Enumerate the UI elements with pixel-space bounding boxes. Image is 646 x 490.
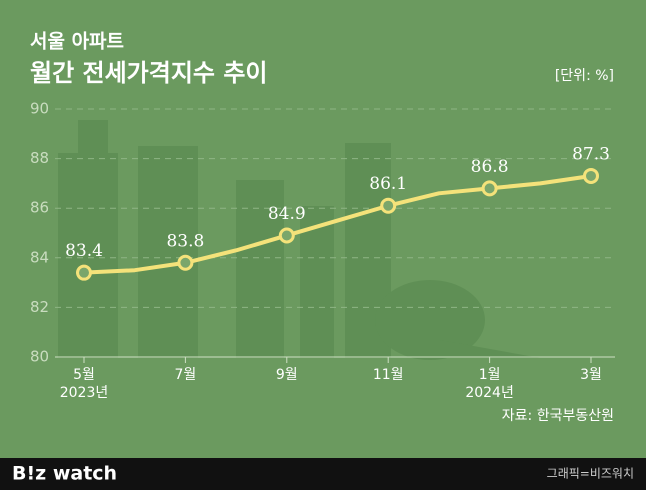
y-tick-label: 90 xyxy=(30,100,49,118)
x-year-label: 2023년 xyxy=(60,385,109,401)
x-tick-label: 3월 xyxy=(580,367,602,383)
x-tick-label: 7월 xyxy=(175,367,197,383)
point xyxy=(380,197,397,214)
x-tick-label: 11월 xyxy=(373,367,404,383)
logo: B!z watch xyxy=(12,463,117,485)
source: 자료: 한국부동산원 xyxy=(502,408,614,424)
y-tick-label: 86 xyxy=(30,199,49,217)
y-tick-label: 82 xyxy=(30,298,49,316)
skyline-decoration xyxy=(58,120,540,360)
y-tick-label: 80 xyxy=(30,348,49,366)
point xyxy=(583,167,599,184)
y-tick-label: 88 xyxy=(30,149,49,167)
unit-label: [단위: %] xyxy=(555,68,614,84)
point xyxy=(177,254,194,271)
value-label: 84.9 xyxy=(268,204,306,224)
x-tick-label: 5월 xyxy=(73,367,95,383)
value-label: 87.3 xyxy=(572,144,610,164)
point xyxy=(76,264,92,281)
x-year-label: 2024년 xyxy=(465,385,514,401)
x-tick-label: 1월 xyxy=(479,367,501,383)
footer-band xyxy=(0,458,646,490)
point xyxy=(481,180,498,197)
point xyxy=(278,227,295,244)
value-label: 83.4 xyxy=(65,241,103,261)
series-line xyxy=(83,173,592,275)
y-tick-label: 84 xyxy=(30,248,49,266)
chart-title: 서울 아파트 xyxy=(30,31,124,53)
credit: 그래픽=비즈워치 xyxy=(547,467,634,481)
chart-subtitle: 월간 전세가격지수 추이 xyxy=(30,59,268,87)
x-tick-label: 9월 xyxy=(276,367,298,383)
value-label: 86.8 xyxy=(471,157,509,177)
value-label: 86.1 xyxy=(369,174,407,194)
value-label: 83.8 xyxy=(166,231,204,251)
